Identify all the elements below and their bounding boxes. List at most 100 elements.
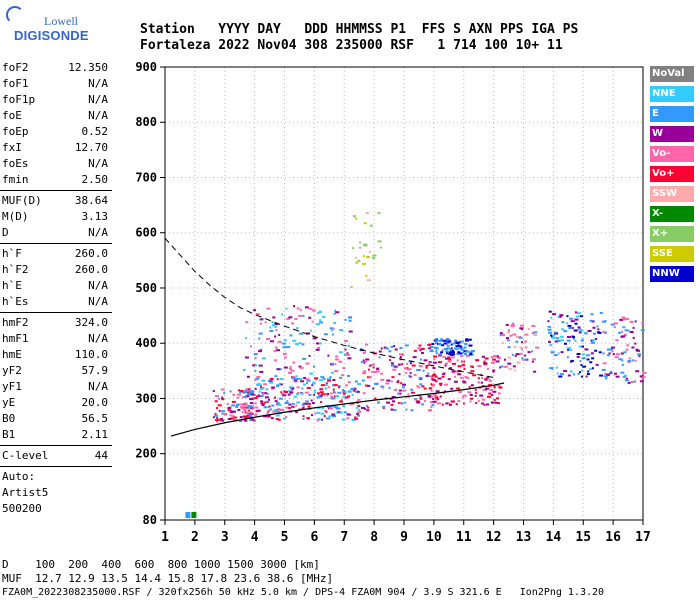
- echo-point: [344, 353, 348, 356]
- echo-point: [568, 348, 572, 351]
- echo-point: [637, 353, 642, 356]
- param-value: 260.0: [74, 263, 108, 276]
- param-name: foEs: [2, 157, 29, 170]
- echo-point: [296, 386, 300, 389]
- echo-point: [419, 378, 423, 381]
- echo-point: [488, 388, 493, 391]
- echo-point: [302, 357, 307, 360]
- echo-point: [641, 375, 646, 378]
- echo-point: [246, 412, 251, 415]
- echo-point: [626, 344, 630, 347]
- echo-point: [442, 372, 446, 375]
- echo-point: [439, 395, 442, 398]
- echo-point: [404, 344, 409, 347]
- echo-point: [466, 377, 470, 380]
- echo-point: [521, 341, 524, 344]
- echo-point: [435, 338, 439, 341]
- echo-point: [342, 404, 346, 407]
- echo-point: [388, 354, 392, 357]
- echo-point: [496, 384, 500, 387]
- echo-point: [306, 386, 311, 389]
- echo-point: [475, 359, 479, 362]
- echo-point: [291, 388, 294, 391]
- echo-point: [277, 340, 282, 343]
- echo-point: [463, 346, 467, 349]
- echo-point: [277, 408, 281, 411]
- echo-point: [302, 406, 305, 409]
- echo-point: [416, 385, 419, 388]
- echo-point: [445, 347, 450, 350]
- echo-point: [230, 417, 235, 420]
- echo-point: [452, 371, 456, 374]
- echo-point: [639, 380, 644, 383]
- echo-point: [432, 373, 437, 376]
- echo-point: [531, 360, 534, 363]
- echo-point: [634, 359, 637, 362]
- echo-point: [292, 377, 297, 380]
- echo-point: [486, 368, 489, 371]
- echo-point: [295, 375, 298, 378]
- echo-point: [638, 355, 641, 358]
- echo-point: [444, 362, 448, 365]
- param-value: 260.0: [74, 247, 108, 260]
- echo-point: [395, 388, 398, 391]
- echo-point: [331, 333, 334, 336]
- echo-point: [593, 332, 597, 335]
- echo-point: [634, 320, 637, 323]
- echo-point: [408, 368, 412, 371]
- echo-point: [367, 406, 370, 409]
- echo-point: [338, 351, 343, 354]
- echo-point: [603, 331, 607, 334]
- echo-point: [613, 326, 616, 329]
- echo-point: [295, 343, 300, 346]
- echo-point: [239, 403, 244, 406]
- echo-point: [449, 353, 454, 356]
- echo-point: [591, 367, 594, 370]
- echo-point: [304, 391, 309, 394]
- echo-point: [456, 353, 459, 356]
- echo-point: [626, 329, 630, 332]
- echo-point: [436, 402, 441, 405]
- x-tick-label: 16: [605, 530, 621, 545]
- echo-point: [412, 356, 417, 359]
- echo-point: [287, 406, 291, 409]
- echo-point: [325, 392, 330, 395]
- echo-point: [364, 407, 367, 410]
- echo-point: [621, 316, 626, 319]
- echo-point: [327, 379, 332, 382]
- echo-point: [621, 335, 626, 338]
- echo-point: [533, 334, 538, 337]
- echo-point: [254, 406, 259, 409]
- echo-point: [549, 344, 553, 347]
- echo-point: [598, 351, 602, 354]
- echo-point: [390, 364, 395, 367]
- echo-point: [519, 324, 524, 327]
- echo-point: [576, 312, 581, 315]
- echo-point: [244, 419, 248, 422]
- echo-point: [275, 418, 279, 421]
- param-value: 0.52: [81, 125, 109, 138]
- echo-point: [255, 313, 260, 316]
- param-name: M(D): [2, 210, 29, 223]
- x-tick-label: 4: [251, 530, 259, 545]
- echo-point: [484, 357, 489, 360]
- echo-point: [275, 349, 280, 352]
- echo-point: [422, 369, 425, 372]
- echo-point: [289, 334, 293, 337]
- echo-point: [311, 309, 316, 312]
- echo-point: [493, 398, 496, 401]
- echo-point: [456, 359, 459, 362]
- echo-point: [452, 342, 456, 345]
- echo-point: [469, 393, 473, 396]
- echo-point: [249, 419, 252, 422]
- echo-point: [563, 342, 567, 345]
- echo-point: [595, 363, 599, 366]
- echo-point: [299, 392, 304, 395]
- echo-point: [430, 395, 433, 398]
- echo-point: [548, 331, 553, 334]
- echo-point: [460, 355, 464, 358]
- echo-point: [250, 418, 254, 421]
- echo-point: [393, 409, 397, 412]
- echo-point: [265, 406, 270, 409]
- echo-point: [627, 359, 632, 362]
